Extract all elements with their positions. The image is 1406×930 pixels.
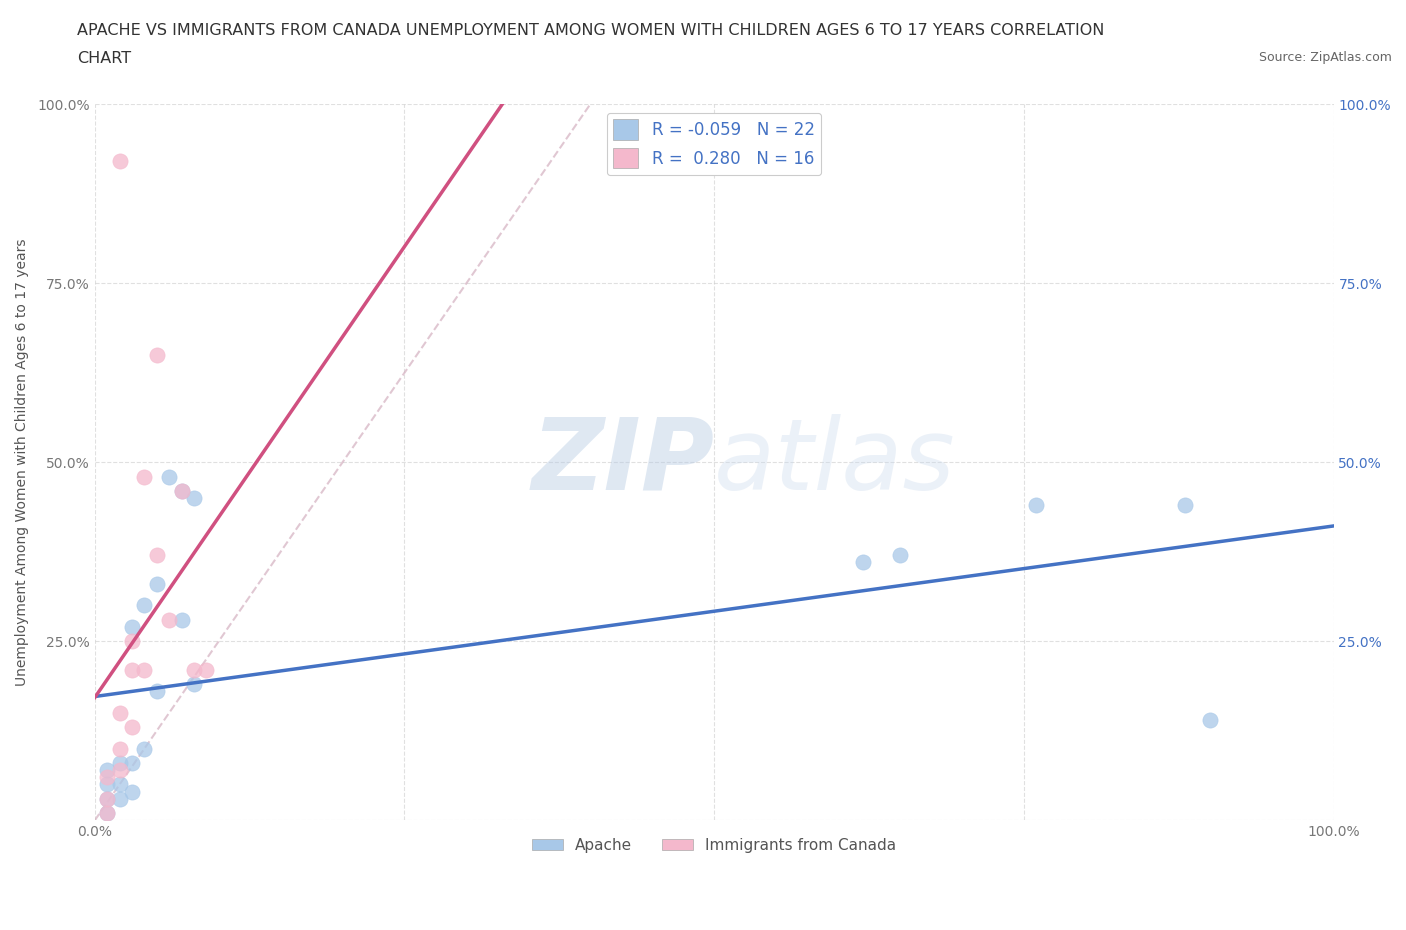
Point: [195, 662, 218, 677]
Point: [121, 784, 143, 799]
Point: [108, 791, 131, 806]
Point: [96, 763, 118, 777]
Point: [108, 763, 131, 777]
Point: [157, 469, 180, 484]
Point: [145, 548, 167, 563]
Point: [121, 634, 143, 649]
Point: [108, 741, 131, 756]
Point: [1025, 498, 1047, 512]
Point: [108, 154, 131, 169]
Point: [145, 684, 167, 698]
Point: [121, 662, 143, 677]
Point: [183, 491, 205, 506]
Point: [183, 677, 205, 692]
Point: [183, 662, 205, 677]
Point: [134, 662, 156, 677]
Y-axis label: Unemployment Among Women with Children Ages 6 to 17 years: Unemployment Among Women with Children A…: [15, 238, 30, 686]
Point: [134, 598, 156, 613]
Point: [108, 706, 131, 721]
Point: [96, 805, 118, 820]
Point: [157, 612, 180, 627]
Point: [145, 348, 167, 363]
Legend: Apache, Immigrants from Canada: Apache, Immigrants from Canada: [526, 832, 903, 859]
Point: [170, 484, 193, 498]
Point: [852, 555, 875, 570]
Text: atlas: atlas: [714, 414, 956, 511]
Text: APACHE VS IMMIGRANTS FROM CANADA UNEMPLOYMENT AMONG WOMEN WITH CHILDREN AGES 6 T: APACHE VS IMMIGRANTS FROM CANADA UNEMPLO…: [77, 23, 1105, 38]
Point: [96, 805, 118, 820]
Text: Source: ZipAtlas.com: Source: ZipAtlas.com: [1258, 51, 1392, 64]
Point: [121, 755, 143, 770]
Text: ZIP: ZIP: [531, 414, 714, 511]
Point: [889, 548, 911, 563]
Point: [96, 791, 118, 806]
Point: [1174, 498, 1197, 512]
Point: [170, 484, 193, 498]
Point: [108, 755, 131, 770]
Point: [96, 777, 118, 792]
Point: [96, 770, 118, 785]
Text: CHART: CHART: [77, 51, 131, 66]
Point: [108, 777, 131, 792]
Point: [170, 612, 193, 627]
Point: [121, 720, 143, 735]
Point: [96, 791, 118, 806]
Point: [1198, 712, 1220, 727]
Point: [121, 619, 143, 634]
Point: [134, 741, 156, 756]
Point: [145, 577, 167, 591]
Point: [134, 469, 156, 484]
